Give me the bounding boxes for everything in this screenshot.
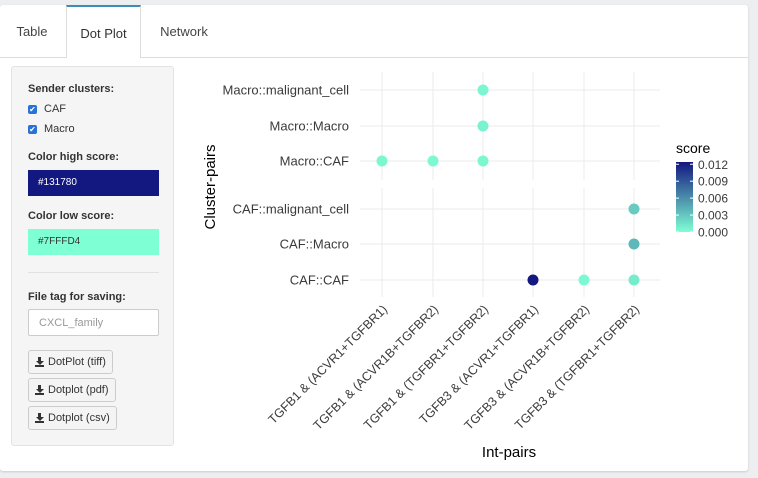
file-tag-input[interactable]: CXCL_family — [28, 309, 159, 336]
data-point — [578, 274, 590, 286]
color-low-input[interactable]: #7FFFD4 — [28, 229, 159, 255]
color-low-label: Color low score: — [28, 210, 115, 222]
y-tick-label: Macro::Macro — [270, 119, 349, 134]
legend-color-bar — [676, 162, 693, 232]
tab-table[interactable]: Table — [16, 24, 48, 39]
divider — [28, 272, 159, 273]
color-high-label: Color high score: — [28, 151, 120, 163]
legend-tick-label: 0.009 — [698, 175, 728, 189]
y-tick-label: Macro::CAF — [280, 154, 349, 169]
legend-tick-label: 0.000 — [698, 226, 728, 240]
data-point — [376, 155, 388, 167]
legend-tick-label: 0.006 — [698, 192, 728, 206]
y-axis-title: Cluster-pairs — [202, 144, 219, 229]
data-point — [628, 274, 640, 286]
sender-checkbox-label: CAF — [44, 103, 66, 115]
data-point — [477, 84, 489, 96]
data-point — [527, 274, 539, 286]
data-point — [628, 203, 640, 215]
tab-bar: Table Dot Plot Network — [0, 5, 748, 58]
y-tick-label: Macro::malignant_cell — [223, 83, 350, 98]
download-dotplot-pdf-button[interactable]: Dotplot (pdf) — [28, 378, 116, 402]
sidebar-panel: Sender clusters: ✔ CAF ✔ Macro Color hig… — [11, 66, 174, 446]
y-tick-label: CAF::CAF — [290, 273, 349, 288]
data-point — [477, 155, 489, 167]
tab-dot-plot[interactable]: Dot Plot — [66, 5, 141, 58]
data-point — [477, 120, 489, 132]
sender-checkbox-label: Macro — [44, 123, 75, 135]
download-icon — [35, 385, 44, 395]
x-axis-title: Int-pairs — [482, 444, 536, 461]
sender-checkbox-macro[interactable]: ✔ Macro — [28, 123, 75, 135]
y-tick-label: CAF::malignant_cell — [233, 202, 349, 217]
legend-tick-label: 0.012 — [698, 158, 728, 172]
main-panel: Table Dot Plot Network Sender clusters: … — [0, 5, 748, 471]
button-label: DotPlot (tiff) — [48, 356, 106, 368]
checkbox-checked-icon: ✔ — [28, 104, 37, 114]
y-tick-label: CAF::Macro — [280, 237, 349, 252]
data-point — [628, 238, 640, 250]
download-icon — [35, 357, 44, 367]
file-tag-label: File tag for saving: — [28, 291, 126, 303]
download-icon — [35, 413, 44, 423]
checkbox-checked-icon: ✔ — [28, 124, 37, 134]
legend-title: score — [676, 140, 710, 156]
data-point — [427, 155, 439, 167]
sender-clusters-label: Sender clusters: — [28, 83, 115, 95]
button-label: Dotplot (pdf) — [48, 384, 109, 396]
download-dotplot-csv-button[interactable]: Dotplot (csv) — [28, 406, 117, 430]
button-label: Dotplot (csv) — [48, 412, 110, 424]
download-dotplot-tiff-button[interactable]: DotPlot (tiff) — [28, 350, 113, 374]
tab-network[interactable]: Network — [160, 24, 208, 39]
color-high-input[interactable]: #131780 — [28, 170, 159, 196]
sender-checkbox-caf[interactable]: ✔ CAF — [28, 103, 66, 115]
legend-tick-label: 0.003 — [698, 209, 728, 223]
